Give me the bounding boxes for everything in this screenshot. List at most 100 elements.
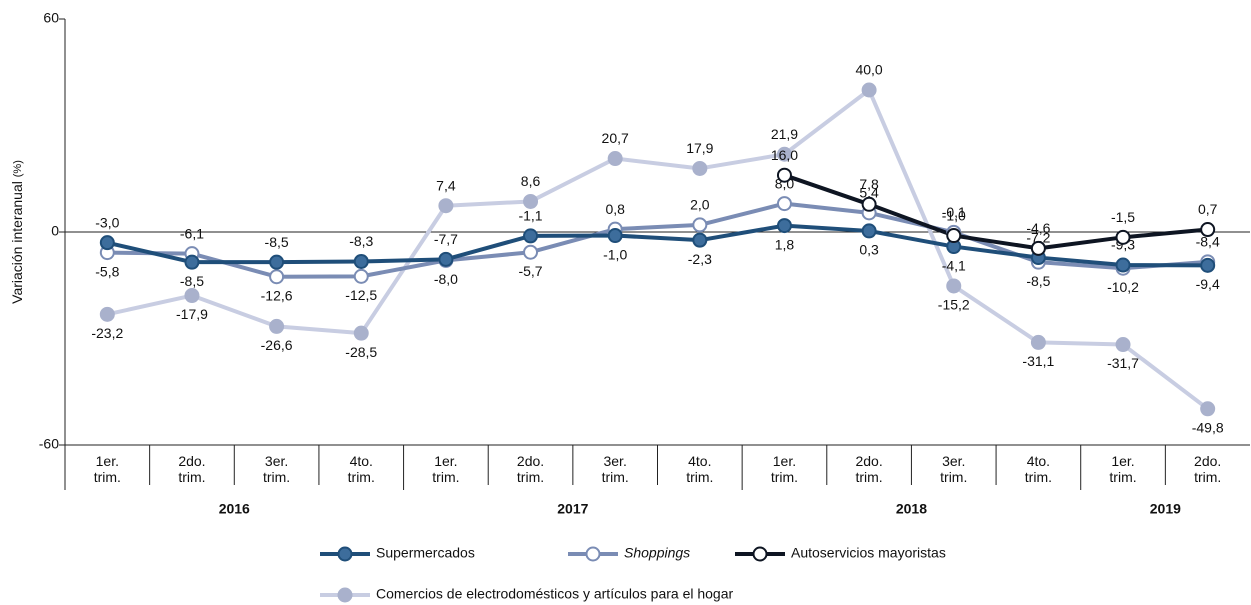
- data-point: [523, 228, 539, 244]
- x-tick-label: 3er. trim.: [601, 453, 629, 485]
- x-tick-label: 1er. trim.: [432, 453, 460, 485]
- data-label: -1,0: [942, 207, 966, 223]
- x-tick-label: 4to. trim.: [347, 453, 375, 485]
- data-point: [692, 160, 708, 176]
- data-point: [184, 254, 200, 270]
- data-point: [438, 198, 454, 214]
- x-tick-label: 2do. trim.: [1194, 453, 1222, 485]
- data-point: [523, 244, 539, 260]
- data-point: [607, 228, 623, 244]
- data-label: -5,8: [95, 263, 119, 279]
- data-label: -8,3: [349, 233, 373, 249]
- legend-marker: [337, 587, 353, 603]
- data-point: [99, 235, 115, 251]
- data-label: -3,0: [95, 214, 119, 230]
- data-label: -26,6: [261, 337, 293, 353]
- data-label: -17,9: [176, 306, 208, 322]
- data-label: -5,7: [518, 263, 542, 279]
- data-point: [776, 167, 792, 183]
- data-point: [269, 269, 285, 285]
- data-point: [607, 151, 623, 167]
- data-label: -6,1: [180, 225, 204, 241]
- x-tick-label: 2do. trim.: [178, 453, 206, 485]
- data-label: -28,5: [345, 344, 377, 360]
- series-line: [106, 88, 1209, 411]
- legend-marker: [752, 546, 768, 562]
- y-axis-title: Variación interanual: [9, 181, 25, 304]
- data-label: 5,4: [859, 185, 879, 201]
- data-point: [861, 223, 877, 239]
- x-tick-label: 3er. trim.: [940, 453, 968, 485]
- data-point: [1115, 257, 1131, 273]
- data-point: [1115, 337, 1131, 353]
- year-label: 2016: [219, 501, 250, 517]
- data-point: [438, 251, 454, 267]
- data-label: -7,7: [434, 231, 458, 247]
- data-point: [184, 288, 200, 304]
- data-label: -8,5: [180, 273, 204, 289]
- data-label: 0,7: [1198, 201, 1218, 217]
- data-label: -7,2: [1026, 229, 1050, 245]
- y-axis-unit: (%): [12, 160, 24, 177]
- data-point: [523, 193, 539, 209]
- x-tick-label: 1er. trim.: [93, 453, 121, 485]
- x-tick-label: 3er. trim.: [262, 453, 291, 485]
- x-tick-label: 1er. trim.: [1109, 453, 1137, 485]
- x-tick-label: 4to. trim.: [686, 453, 714, 485]
- y-tick-label: 60: [43, 10, 59, 26]
- data-label: -23,2: [91, 325, 123, 341]
- data-label: -8,5: [1026, 273, 1050, 289]
- y-tick-label: 0: [51, 223, 59, 239]
- legend-label: Autoservicios mayoristas: [791, 545, 946, 561]
- year-label: 2019: [1150, 501, 1181, 517]
- x-tick-label: 4to. trim.: [1024, 453, 1052, 485]
- legend-marker: [585, 546, 601, 562]
- data-point: [861, 82, 877, 98]
- data-label: -31,7: [1107, 355, 1139, 371]
- data-label: 0,3: [859, 242, 879, 258]
- data-point: [1030, 334, 1046, 350]
- year-label: 2017: [557, 501, 588, 517]
- data-label: 20,7: [602, 130, 629, 146]
- data-label: -12,6: [261, 287, 293, 303]
- legend-label: Supermercados: [376, 545, 475, 561]
- data-point: [1200, 222, 1216, 238]
- series-line: [106, 223, 1208, 268]
- data-label: -4,1: [942, 257, 966, 273]
- data-point: [776, 196, 792, 212]
- y-axis-label: Variación interanual (%): [9, 160, 25, 304]
- data-point: [99, 306, 115, 322]
- data-label: 0,8: [605, 201, 625, 217]
- data-label: 1,8: [775, 236, 795, 252]
- data-label: -12,5: [345, 287, 377, 303]
- x-tick-label: 1er. trim.: [770, 453, 799, 485]
- data-point: [353, 268, 369, 284]
- data-label: -4,6: [1026, 220, 1050, 236]
- year-label: 2018: [896, 501, 927, 517]
- data-label: -10,2: [1107, 279, 1139, 295]
- legend-label: Comercios de electrodomésticos y artícul…: [376, 586, 734, 602]
- data-point: [946, 228, 962, 244]
- data-point: [1200, 401, 1216, 417]
- data-point: [692, 232, 708, 248]
- x-tick-label: 2do. trim.: [855, 453, 883, 485]
- data-label: 2,0: [690, 197, 710, 213]
- y-tick-label: -60: [39, 436, 59, 452]
- data-label: -8,4: [1196, 234, 1220, 250]
- data-point: [692, 217, 708, 233]
- data-point: [1030, 240, 1046, 256]
- data-label: 8,6: [521, 173, 541, 189]
- data-label: 7,4: [436, 177, 456, 193]
- x-tick-label: 2do. trim.: [516, 453, 545, 485]
- data-label: -1,0: [603, 246, 627, 262]
- data-label: -2,3: [688, 251, 712, 267]
- data-label: -8,5: [265, 234, 289, 250]
- data-label: 40,0: [855, 62, 882, 78]
- data-label: 21,9: [771, 126, 798, 142]
- data-point: [353, 325, 369, 341]
- data-label: 16,0: [771, 147, 798, 163]
- data-point: [353, 253, 369, 269]
- legend-marker: [337, 546, 353, 562]
- data-label: -49,8: [1192, 419, 1224, 435]
